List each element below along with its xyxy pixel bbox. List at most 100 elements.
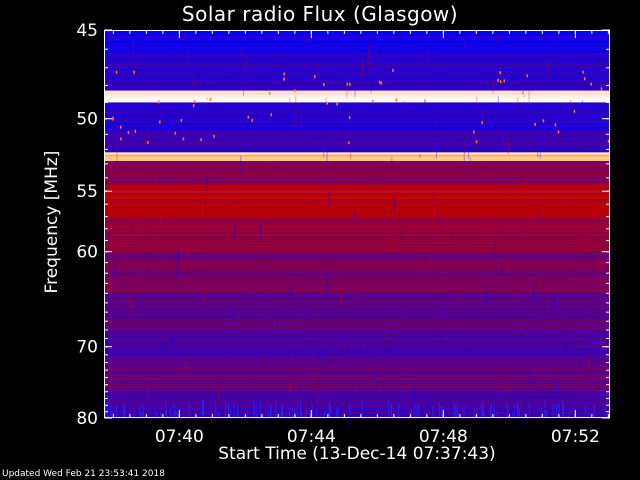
- heatmap-band-4-row-6: [104, 142, 610, 146]
- heatmap-band-8-row-15: [104, 245, 610, 249]
- speckle: [383, 330, 385, 341]
- speckle: [147, 259, 148, 272]
- speckle: [157, 213, 158, 220]
- x-tick-label-0: 07:40: [155, 427, 204, 447]
- bottom-burst: [493, 403, 495, 418]
- bottom-burst: [453, 401, 455, 418]
- speckle: [467, 338, 469, 349]
- interference-dot: [378, 80, 381, 84]
- heatmap-band-1-row-11: [104, 74, 610, 78]
- heatmap-band-13-row-8: [104, 407, 610, 411]
- speckle: [392, 236, 393, 251]
- interference-dot: [583, 77, 586, 81]
- speckle: [183, 106, 185, 115]
- heatmap-band-12-row-10: [104, 382, 610, 385]
- speckle: [264, 317, 266, 322]
- bottom-burst: [511, 411, 513, 418]
- interference-dot: [314, 75, 316, 79]
- bottom-burst: [176, 412, 178, 418]
- heatmap-band-1-row-15: [104, 82, 610, 86]
- speckle: [501, 372, 503, 387]
- speckle: [396, 173, 398, 181]
- speckle: [347, 413, 349, 434]
- speckle: [295, 116, 297, 127]
- speckle: [203, 289, 205, 309]
- speckle: [487, 286, 489, 306]
- speckle: [193, 75, 195, 87]
- speckle: [292, 122, 294, 127]
- speckle: [343, 406, 345, 421]
- speckle: [569, 99, 571, 107]
- speckle: [317, 390, 319, 398]
- heatmap-band-4-row-1: [104, 133, 610, 136]
- speckle: [320, 266, 322, 270]
- speckle: [404, 396, 406, 403]
- heatmap-band-11-row-7: [104, 344, 610, 347]
- y-axis-label: Frequency [MHz]: [42, 150, 62, 294]
- speckle: [402, 372, 404, 378]
- heatmap-band-13-row-1: [104, 393, 610, 397]
- heatmap-band-11-row-9: [104, 348, 610, 351]
- speckle: [585, 233, 587, 252]
- bottom-burst: [267, 412, 269, 418]
- heatmap-band-9-row-9: [104, 269, 610, 272]
- heatmap-band-12-row-1: [104, 364, 610, 367]
- heatmap-band-8-row-8: [104, 232, 610, 235]
- heatmap-band-9-row-4: [104, 259, 610, 263]
- heatmap-band-11-row-15: [104, 360, 610, 363]
- speckle: [494, 239, 496, 259]
- interference-dot: [193, 100, 196, 103]
- speckle: [464, 143, 466, 154]
- heatmap-band-12-row-13: [104, 387, 610, 391]
- heatmap-band-12-row-12: [104, 385, 610, 389]
- heatmap-band-4-row-7: [104, 144, 610, 147]
- bottom-burst: [203, 400, 205, 418]
- y-tick-label-0: 45: [76, 21, 98, 41]
- heatmap-band-4-row-10: [104, 150, 610, 153]
- interference-dot: [348, 116, 351, 120]
- speckle: [481, 239, 483, 244]
- speckle: [206, 175, 208, 192]
- bottom-burst: [224, 403, 226, 418]
- interference-dot: [159, 120, 161, 124]
- speckle: [455, 322, 457, 330]
- bottom-burst: [280, 408, 282, 418]
- interference-dot: [120, 125, 122, 129]
- speckle: [206, 97, 208, 101]
- speckle: [434, 114, 436, 125]
- bottom-burst: [568, 410, 570, 418]
- bottom-burst: [456, 409, 458, 418]
- speckle: [136, 135, 138, 149]
- heatmap-band-1-row-10: [104, 72, 610, 76]
- speckle: [436, 204, 438, 221]
- interference-dot: [554, 123, 557, 127]
- speckle: [485, 219, 487, 226]
- heatmap-band-7-row-0: [104, 184, 610, 187]
- bottom-burst: [301, 410, 303, 418]
- bottom-burst: [528, 403, 530, 418]
- bottom-burst: [229, 408, 231, 418]
- speckle: [567, 128, 569, 145]
- speckle: [229, 71, 231, 76]
- bottom-burst: [490, 404, 492, 418]
- speckle: [308, 202, 310, 206]
- bottom-burst: [483, 401, 484, 418]
- speckle: [124, 241, 126, 248]
- speckle: [172, 337, 174, 345]
- speckle: [409, 33, 411, 46]
- speckle: [137, 61, 139, 66]
- speckle: [222, 374, 224, 390]
- speckle: [444, 270, 446, 282]
- speckle: [159, 173, 161, 185]
- speckle: [587, 273, 589, 283]
- speckle: [177, 250, 179, 264]
- bottom-burst: [540, 408, 542, 418]
- heatmap-band-13-row-6: [104, 403, 610, 407]
- heatmap-band-3-row-13: [104, 129, 610, 132]
- bottom-burst: [155, 410, 157, 418]
- heatmap-band-1-row-13: [104, 78, 610, 82]
- heatmap-band-9-row-19: [104, 289, 610, 292]
- heatmap-band-11-row-11: [104, 352, 610, 355]
- speckle: [340, 289, 342, 308]
